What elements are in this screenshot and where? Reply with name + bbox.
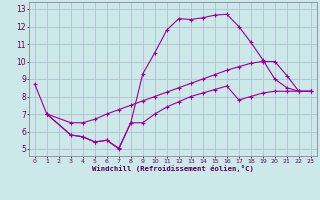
X-axis label: Windchill (Refroidissement éolien,°C): Windchill (Refroidissement éolien,°C) xyxy=(92,165,254,172)
